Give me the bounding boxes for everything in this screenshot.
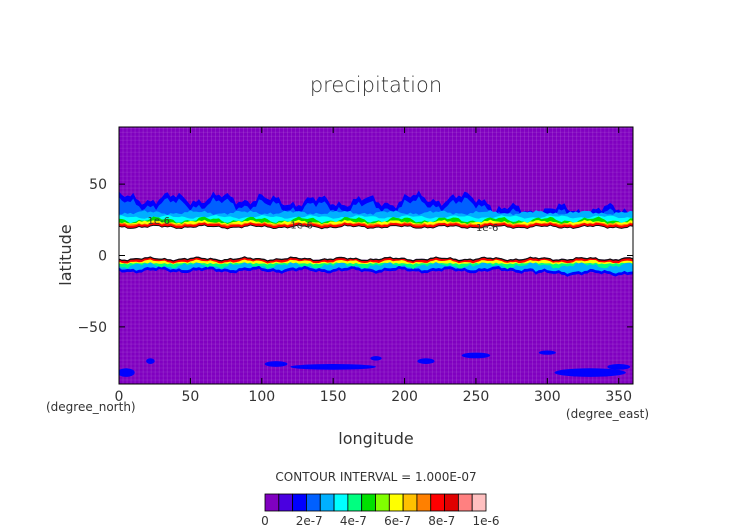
x-tick-label: 350 xyxy=(605,389,632,405)
south-precip-patch xyxy=(264,361,288,367)
y-tick-label: 50 xyxy=(89,177,107,193)
south-precip-patch xyxy=(146,358,155,365)
contour-label: 1e-6 xyxy=(290,220,313,231)
colorbar-tick-label: 4e-7 xyxy=(340,514,367,528)
colorbar-swatch xyxy=(430,493,445,512)
y-axis-label: latitude xyxy=(56,224,75,285)
chart-title: precipitation xyxy=(310,73,442,97)
south-precip-patch xyxy=(119,368,135,377)
south-band-edge xyxy=(119,256,633,262)
x-tick-label: 50 xyxy=(181,389,199,405)
y-unit-label: (degree_north) xyxy=(46,400,136,414)
colorbar-swatch xyxy=(264,493,280,512)
colorbar-swatch xyxy=(444,493,459,512)
contour-labels: 1e-6 1e-6 1e-6 xyxy=(148,216,499,234)
colorbar xyxy=(264,493,487,512)
colorbar-swatch xyxy=(416,493,432,512)
south-precip-patch xyxy=(461,352,491,359)
x-tick-label: 300 xyxy=(534,389,561,405)
y-tick-label: 0 xyxy=(98,249,107,265)
x-axis-label: longitude xyxy=(338,429,413,448)
south-precip-patch xyxy=(370,356,382,361)
north-band-edge xyxy=(119,224,633,230)
colorbar-tick-label: 6e-7 xyxy=(384,514,411,528)
colorbar-swatch xyxy=(457,493,473,512)
equatorial-gap xyxy=(119,225,633,261)
colorbar-swatch xyxy=(402,493,418,512)
x-tick-label: 0 xyxy=(115,389,124,405)
x-unit-label: (degree_east) xyxy=(566,407,649,421)
precip-bands xyxy=(119,190,633,377)
colorbar-tick-label: 2e-7 xyxy=(296,514,323,528)
contour-interval-text: CONTOUR INTERVAL = 1.000E-07 xyxy=(275,470,476,484)
colorbar-swatch xyxy=(375,493,390,512)
north-band-red xyxy=(119,222,633,229)
x-tick-label: 250 xyxy=(463,389,490,405)
colorbar-swatch xyxy=(292,493,307,512)
colorbar-tick-label: 8e-7 xyxy=(428,514,455,528)
contour-label: 1e-6 xyxy=(476,223,499,234)
south-precip-patch xyxy=(607,364,631,370)
south-precip-patch xyxy=(290,364,376,370)
colorbar-swatch xyxy=(278,493,294,512)
colorbar-swatch xyxy=(388,493,404,512)
y-tick-label: −50 xyxy=(77,320,107,336)
colorbar-swatch xyxy=(333,493,349,512)
colorbar-swatch xyxy=(319,493,335,512)
contour-label: 1e-6 xyxy=(148,216,171,227)
south-precip-patch xyxy=(417,358,435,365)
colorbar-tick-label: 1e-6 xyxy=(473,514,500,528)
south-precip-patch xyxy=(538,350,556,355)
x-tick-label: 100 xyxy=(248,389,275,405)
colorbar-tick-label: 0 xyxy=(261,514,269,528)
colorbar-tick-labels: 0 2e-7 4e-7 6e-7 8e-7 1e-6 xyxy=(261,514,499,528)
colorbar-swatch xyxy=(306,493,321,512)
colorbar-swatch xyxy=(471,493,487,512)
colorbar-swatch xyxy=(361,493,376,512)
x-tick-label: 150 xyxy=(320,389,347,405)
south-precip-patch xyxy=(554,368,626,377)
axis-ticks: 0 50 100 150 200 250 300 350 50 0 −50 xyxy=(77,127,633,405)
colorbar-swatch xyxy=(347,493,363,512)
plot-area: 1e-6 1e-6 1e-6 0 50 100 150 200 250 300 350 50 0 −50 xyxy=(77,126,634,405)
x-tick-label: 200 xyxy=(391,389,418,405)
